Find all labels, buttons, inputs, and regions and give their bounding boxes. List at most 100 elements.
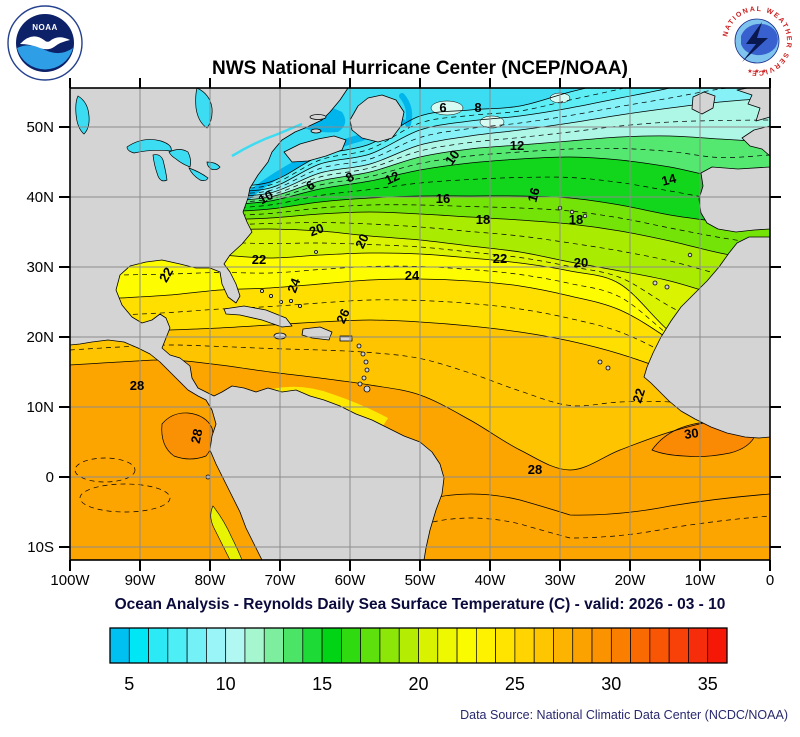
colorbar-cell-8 — [186, 627, 207, 664]
temperature-colorbar: 5 10 15 20 25 30 35 — [109, 627, 728, 694]
lakes — [75, 88, 303, 182]
isotherm-dashed-11 — [70, 119, 770, 205]
colorbar-cell-17 — [360, 627, 381, 664]
isotherm-dashed-17 — [70, 204, 770, 246]
x-axis-label-0: 0 — [766, 572, 774, 589]
colorbar-label-35: 35 — [698, 674, 718, 694]
land-anticosti — [309, 114, 327, 120]
isotherm-dashed-23 — [70, 265, 770, 406]
colorbar-cell-21 — [437, 627, 458, 664]
map-caption: Ocean Analysis - Reynolds Daily Sea Surf… — [115, 596, 726, 613]
nws-stars: ★ ★ ★ — [747, 68, 766, 75]
nws-lightning-icon — [742, 22, 768, 62]
colorbar-label-20: 20 — [408, 674, 428, 694]
colorbar-cell-27 — [553, 627, 574, 664]
land-lesser-antilles — [356, 343, 371, 393]
colorbar-cell-35 — [707, 627, 728, 664]
contour-label-20: 20 — [307, 220, 326, 239]
land-bahamas — [259, 250, 318, 308]
colorbar-cell-13 — [283, 627, 304, 664]
x-axis-label-40W: 40W — [475, 572, 507, 589]
colorbar-cell-19 — [398, 627, 419, 664]
colorbar-cell-18 — [379, 627, 400, 664]
colorbar-cell-12 — [263, 627, 284, 664]
colorbar-cell-16 — [341, 627, 362, 664]
axes: 100W 90W 80W 70W 60W 50W 40W 30W 20W 10W 0 50N 40N 30… — [26, 78, 781, 589]
contour-label-24: 24 — [284, 275, 303, 294]
contour-label-10: 10 — [256, 187, 276, 207]
land-britain — [736, 88, 770, 122]
contour-label-30: 30 — [683, 425, 699, 442]
colorbar-cell-28 — [572, 627, 593, 664]
colorbar-cell-20 — [418, 627, 439, 664]
page-title: NWS National Hurricane Center (NCEP/NOAA… — [212, 58, 628, 79]
colorbar-cell-15 — [321, 627, 342, 664]
contour-label-28: 28 — [188, 427, 206, 444]
contour-label-22: 22 — [156, 265, 176, 285]
colorbar-cell-10 — [225, 627, 246, 664]
contour-label-12: 12 — [382, 168, 401, 188]
cold-pale-pocket — [430, 100, 464, 116]
lat-lon-gridlines — [70, 88, 770, 560]
colorbar-label-15: 15 — [312, 674, 332, 694]
y-axis-label-10N: 10N — [26, 399, 54, 416]
x-axis-label-60W: 60W — [335, 572, 367, 589]
contour-label-22: 22 — [252, 252, 266, 267]
colorbar-cell-6 — [148, 627, 169, 664]
colorbar-cell-22 — [456, 627, 477, 664]
contour-label-8: 8 — [474, 100, 481, 115]
y-axis-label-30N: 30N — [26, 259, 54, 276]
colorbar-cell-34 — [688, 627, 709, 664]
isotherm-dashed-19 — [70, 222, 770, 288]
x-axis-label-70W: 70W — [265, 572, 297, 589]
y-axis-label-50N: 50N — [26, 119, 54, 136]
colorbar-cell-31 — [630, 627, 651, 664]
contour-label-18: 18 — [569, 212, 583, 227]
colorbar-cell-29 — [591, 627, 612, 664]
colorbar-label-5: 5 — [124, 674, 134, 694]
x-axis-label-100W: 100W — [50, 572, 90, 589]
contour-label-20: 20 — [574, 255, 588, 270]
contour-label-28: 28 — [130, 378, 144, 393]
colorbar-cell-4 — [109, 627, 130, 664]
colorbar-cell-9 — [206, 627, 227, 664]
lake-winnipeg — [75, 95, 90, 135]
colorbar-label-30: 30 — [601, 674, 621, 694]
colorbar-cell-33 — [668, 627, 689, 664]
land-newfoundland — [349, 94, 405, 143]
colorbar-cell-5 — [128, 627, 149, 664]
colorbar-cell-23 — [475, 627, 496, 664]
data-source-note: Data Source: National Climatic Data Cent… — [460, 708, 788, 722]
x-axis-label-50W: 50W — [405, 572, 437, 589]
contour-label-14: 14 — [660, 170, 679, 188]
land-nova-scotia — [283, 135, 347, 163]
colorbar-cell-26 — [533, 627, 554, 664]
colorbar-cell-30 — [610, 627, 631, 664]
colorbar-border — [109, 627, 728, 664]
colorbar-cell-25 — [514, 627, 535, 664]
x-axis-label-30W: 30W — [545, 572, 577, 589]
contour-label-6: 6 — [439, 100, 446, 115]
colorbar-cell-32 — [649, 627, 670, 664]
contour-label-24: 24 — [405, 268, 420, 283]
colorbar-label-25: 25 — [505, 674, 525, 694]
x-axis-label-90W: 90W — [125, 572, 157, 589]
contour-label-12: 12 — [510, 138, 524, 153]
contour-label-22: 22 — [493, 251, 507, 266]
land-france — [741, 125, 770, 157]
contour-label-18: 18 — [476, 212, 490, 227]
colorbar-cell-14 — [302, 627, 323, 664]
noaa-seagull-icon — [20, 36, 70, 50]
lake-huron — [168, 149, 192, 168]
pacific-warm-pocket — [161, 412, 214, 460]
contour-label-26: 26 — [333, 306, 353, 325]
land-ireland — [691, 91, 716, 115]
y-axis-label-20N: 20N — [26, 329, 54, 346]
contour-label-22: 22 — [629, 386, 648, 404]
land-iberia — [698, 166, 770, 233]
x-axis-label-80W: 80W — [195, 572, 227, 589]
land-pei — [310, 128, 322, 134]
contour-label-10: 10 — [442, 147, 463, 167]
